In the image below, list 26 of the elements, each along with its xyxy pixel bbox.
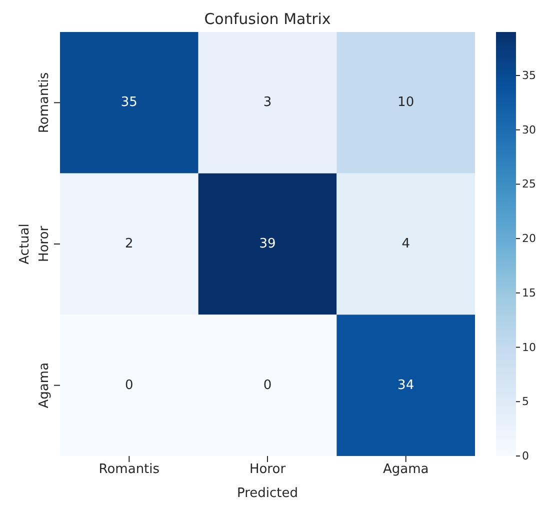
y-tick-label: Agama — [37, 362, 52, 408]
color-bar-label: 25 — [522, 178, 536, 191]
x-axis-title: Predicted — [236, 486, 298, 501]
data-label: 39 — [259, 236, 276, 252]
data-label: 4 — [402, 236, 410, 252]
data-label: 10 — [398, 95, 414, 110]
data-label: 34 — [398, 378, 414, 393]
data-label: 35 — [120, 95, 138, 110]
x-tick-label: Horor — [249, 462, 286, 478]
y-tick-label: Romantis — [37, 72, 52, 134]
data-label: 0 — [263, 378, 272, 393]
color-bar-label: 5 — [522, 395, 529, 408]
color-bar-label: 35 — [522, 68, 536, 82]
color-bar-label: 20 — [522, 232, 536, 246]
y-axis-title: Actual — [18, 224, 33, 264]
x-tick-label: Agama — [382, 462, 429, 478]
color-bar-label: 30 — [522, 123, 536, 136]
color-bar-label: 0 — [522, 450, 529, 462]
color-bar-label: 15 — [522, 286, 536, 300]
data-label: 2 — [125, 236, 134, 252]
data-label: 0 — [125, 378, 134, 393]
y-tick-label: Horor — [37, 225, 52, 262]
color-bar-label: 10 — [522, 340, 536, 354]
data-label: 3 — [263, 95, 272, 110]
x-tick-label: Romantis — [98, 462, 160, 478]
chart-title: Confusion Matrix — [203, 10, 332, 28]
